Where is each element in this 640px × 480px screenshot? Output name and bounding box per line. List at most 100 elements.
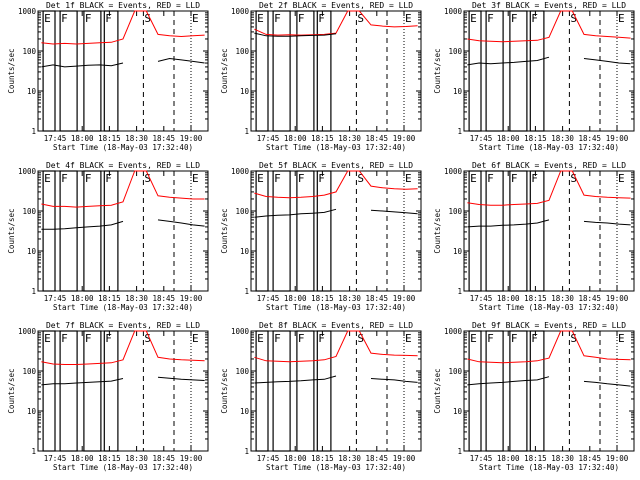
interval-box <box>468 330 482 452</box>
y-tick-label: 100 <box>448 367 462 376</box>
y-axis-label: Counts/sec <box>7 368 16 413</box>
interval-marker-label: F <box>85 332 92 345</box>
interval-marker-label: F <box>487 332 494 345</box>
interval-marker-label: F <box>511 172 518 185</box>
interval-marker-label: E <box>405 332 412 345</box>
x-axis-label: Start Time (18-May-03 17:32:40) <box>266 463 406 472</box>
interval-marker-label: F <box>318 332 325 345</box>
interval-box <box>83 170 102 292</box>
x-tick-label: 18:00 <box>71 134 94 143</box>
x-tick-label: 18:45 <box>366 294 389 303</box>
interval-box <box>468 170 482 292</box>
y-axis-label: Counts/sec <box>220 368 229 413</box>
x-tick-label: 19:00 <box>606 454 629 463</box>
x-axis-label: Start Time (18-May-03 17:32:40) <box>479 143 619 152</box>
interval-marker-label: S <box>357 172 364 185</box>
x-tick-label: 18:15 <box>311 134 334 143</box>
y-axis-label: Counts/sec <box>7 208 16 253</box>
interval-box <box>485 170 504 292</box>
interval-box <box>485 10 504 132</box>
x-tick-label: 18:15 <box>524 294 547 303</box>
panel-title: Det 9f BLACK = Events, RED = LLD <box>472 321 626 330</box>
panel-title: Det 6f BLACK = Events, RED = LLD <box>472 161 626 170</box>
interval-marker-label: E <box>470 172 477 185</box>
x-tick-label: 18:00 <box>284 134 307 143</box>
detector-panel: Det 2f BLACK = Events, RED = LLD 1 10 100 10… <box>220 1 422 152</box>
detector-panel: Det 9f BLACK = Events, RED = LLD 1 10 100 10… <box>433 321 635 472</box>
x-axis-label: Start Time (18-May-03 17:32:40) <box>479 303 619 312</box>
series-line-lld <box>254 330 418 363</box>
interval-marker-label: S <box>570 12 577 25</box>
interval-box <box>255 10 269 132</box>
x-tick-label: 19:00 <box>606 294 629 303</box>
x-tick-label: 18:00 <box>284 294 307 303</box>
y-tick-label: 1000 <box>444 167 463 176</box>
x-tick-label: 18:15 <box>98 134 121 143</box>
interval-box <box>103 10 119 132</box>
interval-marker-label: E <box>44 172 51 185</box>
interval-marker-label: F <box>487 172 494 185</box>
y-tick-label: 1 <box>457 127 462 136</box>
x-tick-label: 18:00 <box>284 454 307 463</box>
y-tick-label: 1000 <box>18 167 37 176</box>
interval-box <box>485 330 504 452</box>
x-tick-label: 18:30 <box>338 294 361 303</box>
y-tick-label: 1 <box>31 287 36 296</box>
x-axis-label: Start Time (18-May-03 17:32:40) <box>266 303 406 312</box>
interval-box <box>42 10 56 132</box>
interval-box <box>316 170 332 292</box>
x-tick-label: 17:45 <box>44 134 67 143</box>
interval-marker-label: F <box>298 172 305 185</box>
plot-frame <box>250 330 422 452</box>
x-tick-label: 18:00 <box>497 134 520 143</box>
y-tick-label: 100 <box>448 207 462 216</box>
x-axis-label: Start Time (18-May-03 17:32:40) <box>53 303 193 312</box>
interval-marker-label: F <box>85 172 92 185</box>
interval-marker-label: E <box>257 332 264 345</box>
y-tick-label: 1 <box>457 447 462 456</box>
y-tick-label: 1000 <box>444 7 463 16</box>
interval-marker-label: F <box>487 12 494 25</box>
x-tick-label: 19:00 <box>606 134 629 143</box>
y-tick-label: 1000 <box>231 327 250 336</box>
x-tick-label: 18:00 <box>71 294 94 303</box>
x-tick-label: 17:45 <box>44 454 67 463</box>
panel-title: Det 1f BLACK = Events, RED = LLD <box>46 1 200 10</box>
series-line-events <box>254 375 418 384</box>
interval-marker-label: E <box>618 172 625 185</box>
series-line-lld <box>41 170 205 208</box>
x-tick-label: 17:45 <box>257 294 280 303</box>
x-tick-label: 18:30 <box>338 134 361 143</box>
series-line-lld <box>467 170 631 206</box>
detector-panel: Det 5f BLACK = Events, RED = LLD 1 10 100 10… <box>220 161 422 312</box>
x-tick-label: 18:45 <box>579 454 602 463</box>
y-tick-label: 100 <box>235 47 249 56</box>
interval-marker-label: F <box>105 332 112 345</box>
interval-marker-label: S <box>570 172 577 185</box>
interval-box <box>272 10 291 132</box>
interval-box <box>529 10 545 132</box>
interval-box <box>509 330 528 452</box>
interval-box <box>316 330 332 452</box>
x-tick-label: 18:00 <box>497 294 520 303</box>
interval-box <box>103 330 119 452</box>
y-tick-label: 100 <box>448 47 462 56</box>
interval-box <box>509 170 528 292</box>
interval-marker-label: E <box>257 172 264 185</box>
plot-frame <box>463 330 635 452</box>
x-tick-label: 18:30 <box>125 294 148 303</box>
interval-box <box>59 170 78 292</box>
detector-panel: Det 7f BLACK = Events, RED = LLD 1 10 100 10… <box>7 321 209 472</box>
x-tick-label: 19:00 <box>180 454 203 463</box>
panel-title: Det 3f BLACK = Events, RED = LLD <box>472 1 626 10</box>
interval-marker-label: E <box>470 332 477 345</box>
interval-box <box>468 10 482 132</box>
plot-frame <box>463 10 635 132</box>
interval-marker-label: E <box>470 12 477 25</box>
y-tick-label: 1000 <box>18 327 37 336</box>
y-axis-label: Counts/sec <box>433 208 442 253</box>
x-tick-label: 18:15 <box>524 454 547 463</box>
y-axis-label: Counts/sec <box>7 48 16 93</box>
interval-marker-label: F <box>105 12 112 25</box>
interval-marker-label: E <box>405 12 412 25</box>
